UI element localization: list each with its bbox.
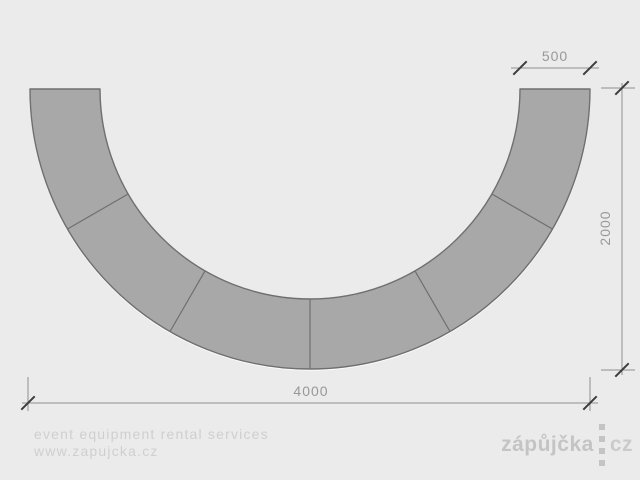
footer-website: www.zapujcka.cz [34, 443, 159, 459]
dimension-tick [614, 80, 630, 96]
dimension-width: 4000 [20, 377, 598, 411]
arc-counter-shape [29, 88, 591, 370]
segment-divider [491, 193, 553, 230]
dimension-tick [582, 395, 598, 411]
logo-dots-separator-icon [598, 424, 605, 466]
logo-brand-text: zápůjčka [501, 433, 594, 456]
dimension-height: 2000 [597, 80, 635, 378]
dimension-segment-depth: 500 [511, 48, 599, 76]
footer-tagline: event equipment rental services [34, 426, 269, 442]
footer: event equipment rental services www.zapu… [34, 426, 269, 460]
segment-divider [169, 270, 206, 332]
dimension-tick [582, 60, 598, 76]
logo-tld-text: cz [609, 433, 633, 456]
dimension-tick [20, 395, 36, 411]
half-annulus-outline [29, 88, 591, 370]
dimension-tick [614, 362, 630, 378]
dimension-label-2000: 2000 [597, 210, 613, 245]
dimension-tick [512, 60, 528, 76]
segment-divider [414, 270, 451, 332]
dimension-label-500: 500 [542, 48, 568, 64]
segment-divider [67, 193, 129, 230]
dimension-label-4000: 4000 [293, 383, 328, 399]
brand-logo: zápůjčka cz [501, 424, 633, 466]
